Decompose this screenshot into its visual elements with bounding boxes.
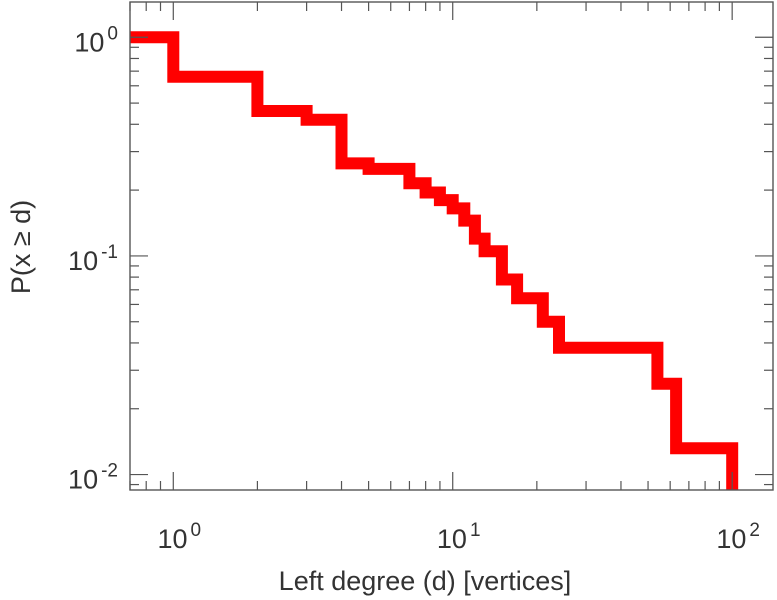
- ticks-layer: [129, 2, 773, 490]
- x-axis-title: Left degree (d) [vertices]: [279, 566, 572, 596]
- plot-frame: [129, 1, 774, 491]
- x-tick-label: 10 2: [716, 520, 760, 554]
- x-tick-label: 10 1: [437, 520, 481, 554]
- y-tick-label: 10 -1: [68, 242, 118, 276]
- series-layer: [130, 31, 739, 490]
- labels-layer: 10 0 10 1 10 2 10 0 10 -1 10 -2: [68, 23, 760, 554]
- y-tick-label: 10 0: [74, 23, 118, 57]
- y-tick-label: 10 -2: [68, 461, 118, 495]
- x-tick-label: 10 0: [157, 520, 201, 554]
- series-line-0: [130, 31, 739, 490]
- y-axis-title: P(x ≥ d): [6, 200, 36, 294]
